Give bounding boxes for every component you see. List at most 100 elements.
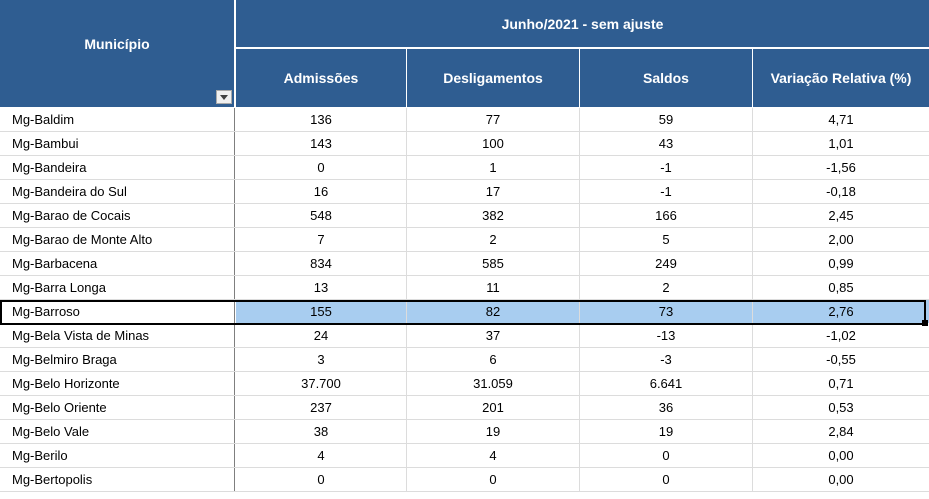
cell-desligamentos[interactable]: 0 <box>407 468 580 491</box>
cell-admissoes[interactable]: 24 <box>236 324 407 347</box>
cell-saldos[interactable]: 36 <box>580 396 753 419</box>
cell-municipio[interactable]: Mg-Belmiro Braga <box>0 348 235 371</box>
cell-municipio[interactable]: Mg-Barao de Monte Alto <box>0 228 235 251</box>
cell-saldos[interactable]: 166 <box>580 204 753 227</box>
cell-variacao[interactable]: 0,00 <box>828 448 854 463</box>
filter-dropdown-icon[interactable] <box>216 90 232 104</box>
table-row[interactable]: Mg-Belo Oriente 237 201 36 0,53 <box>0 396 929 420</box>
cell-desligamentos[interactable]: 17 <box>407 180 580 203</box>
cell-saldos[interactable]: 43 <box>580 132 753 155</box>
cell-admissoes[interactable]: 136 <box>236 108 407 131</box>
cell-saldos[interactable]: 0 <box>580 444 753 467</box>
cell-municipio[interactable]: Mg-Bela Vista de Minas <box>0 324 235 347</box>
cell-variacao[interactable]: -0,18 <box>826 184 856 199</box>
cell-desligamentos[interactable]: 6 <box>407 348 580 371</box>
cell-desligamentos[interactable]: 11 <box>407 276 580 299</box>
cell-admissoes[interactable]: 0 <box>236 156 407 179</box>
cell-variacao[interactable]: 0,99 <box>828 256 854 271</box>
cell-desligamentos[interactable]: 37 <box>407 324 580 347</box>
cell-desligamentos[interactable]: 2 <box>407 228 580 251</box>
cell-variacao[interactable]: -1,56 <box>826 160 856 175</box>
cell-saldos[interactable]: -3 <box>580 348 753 371</box>
cell-desligamentos[interactable]: 4 <box>407 444 580 467</box>
cell-municipio[interactable]: Mg-Belo Horizonte <box>0 372 235 395</box>
cell-admissoes[interactable]: 548 <box>236 204 407 227</box>
cell-desligamentos[interactable]: 77 <box>407 108 580 131</box>
table-row[interactable]: Mg-Belmiro Braga 3 6 -3 -0,55 <box>0 348 929 372</box>
cell-municipio[interactable]: Mg-Barao de Cocais <box>0 204 235 227</box>
cell-admissoes[interactable]: 237 <box>236 396 407 419</box>
header-admissoes[interactable]: Admissões <box>236 49 407 107</box>
cell-desligamentos[interactable]: 1 <box>407 156 580 179</box>
cell-variacao[interactable]: 2,00 <box>828 232 854 247</box>
table-row[interactable]: Mg-Barao de Monte Alto 7 2 5 2,00 <box>0 228 929 252</box>
table-row[interactable]: Mg-Baldim 136 77 59 4,71 <box>0 108 929 132</box>
cell-admissoes[interactable]: 3 <box>236 348 407 371</box>
cell-saldos[interactable]: -1 <box>580 156 753 179</box>
table-row[interactable]: Mg-Belo Vale 38 19 19 2,84 <box>0 420 929 444</box>
cell-desligamentos[interactable]: 31.059 <box>407 372 580 395</box>
cell-admissoes[interactable]: 16 <box>236 180 407 203</box>
cell-municipio[interactable]: Mg-Bandeira <box>0 156 235 179</box>
cell-admissoes[interactable]: 37.700 <box>236 372 407 395</box>
cell-variacao[interactable]: 0,85 <box>828 280 854 295</box>
cell-municipio[interactable]: Mg-Barroso <box>0 300 235 323</box>
cell-admissoes[interactable]: 38 <box>236 420 407 443</box>
cell-municipio[interactable]: Mg-Barbacena <box>0 252 235 275</box>
cell-admissoes[interactable]: 0 <box>236 468 407 491</box>
cell-admissoes[interactable]: 13 <box>236 276 407 299</box>
cell-desligamentos[interactable]: 82 <box>407 300 580 323</box>
table-row[interactable]: Mg-Belo Horizonte 37.700 31.059 6.641 0,71 <box>0 372 929 396</box>
cell-variacao[interactable]: 4,71 <box>828 112 854 127</box>
cell-saldos[interactable]: 0 <box>580 468 753 491</box>
cell-desligamentos[interactable]: 100 <box>407 132 580 155</box>
cell-desligamentos[interactable]: 201 <box>407 396 580 419</box>
cell-variacao[interactable]: 0,53 <box>828 400 854 415</box>
cell-municipio[interactable]: Mg-Barra Longa <box>0 276 235 299</box>
cell-saldos[interactable]: 5 <box>580 228 753 251</box>
cell-municipio[interactable]: Mg-Berilo <box>0 444 235 467</box>
cell-saldos[interactable]: 249 <box>580 252 753 275</box>
cell-variacao[interactable]: 2,84 <box>828 424 854 439</box>
table-row[interactable]: Mg-Bertopolis 0 0 0 0,00 <box>0 468 929 492</box>
cell-admissoes[interactable]: 834 <box>236 252 407 275</box>
cell-variacao[interactable]: 0,71 <box>828 376 854 391</box>
header-municipio[interactable]: Município <box>0 0 235 107</box>
cell-municipio[interactable]: Mg-Baldim <box>0 108 235 131</box>
fill-handle[interactable] <box>922 320 928 326</box>
table-row[interactable]: Mg-Bambui 143 100 43 1,01 <box>0 132 929 156</box>
table-row[interactable]: Mg-Berilo 4 4 0 0,00 <box>0 444 929 468</box>
cell-saldos[interactable]: 2 <box>580 276 753 299</box>
table-row[interactable]: Mg-Bandeira 0 1 -1 -1,56 <box>0 156 929 180</box>
cell-admissoes[interactable]: 155 <box>236 300 407 323</box>
table-row[interactable]: Mg-Barroso 155 82 73 2,76 <box>0 300 929 324</box>
cell-saldos[interactable]: -13 <box>580 324 753 347</box>
header-saldos[interactable]: Saldos <box>580 49 753 107</box>
table-row[interactable]: Mg-Barao de Cocais 548 382 166 2,45 <box>0 204 929 228</box>
cell-municipio[interactable]: Mg-Belo Vale <box>0 420 235 443</box>
cell-municipio[interactable]: Mg-Bertopolis <box>0 468 235 491</box>
table-row[interactable]: Mg-Barra Longa 13 11 2 0,85 <box>0 276 929 300</box>
cell-municipio[interactable]: Mg-Bambui <box>0 132 235 155</box>
cell-saldos[interactable]: 19 <box>580 420 753 443</box>
cell-municipio[interactable]: Mg-Bandeira do Sul <box>0 180 235 203</box>
cell-variacao[interactable]: -0,55 <box>826 352 856 367</box>
cell-municipio[interactable]: Mg-Belo Oriente <box>0 396 235 419</box>
cell-variacao[interactable]: 0,00 <box>828 472 854 487</box>
cell-desligamentos[interactable]: 585 <box>407 252 580 275</box>
table-row[interactable]: Mg-Bandeira do Sul 16 17 -1 -0,18 <box>0 180 929 204</box>
cell-saldos[interactable]: 73 <box>580 300 753 323</box>
table-row[interactable]: Mg-Bela Vista de Minas 24 37 -13 -1,02 <box>0 324 929 348</box>
cell-saldos[interactable]: -1 <box>580 180 753 203</box>
cell-saldos[interactable]: 6.641 <box>580 372 753 395</box>
cell-variacao[interactable]: 1,01 <box>828 136 854 151</box>
header-desligamentos[interactable]: Desligamentos <box>407 49 580 107</box>
header-variacao[interactable]: Variação Relativa (%) <box>753 49 929 107</box>
cell-saldos[interactable]: 59 <box>580 108 753 131</box>
cell-desligamentos[interactable]: 382 <box>407 204 580 227</box>
cell-admissoes[interactable]: 7 <box>236 228 407 251</box>
cell-admissoes[interactable]: 4 <box>236 444 407 467</box>
cell-variacao[interactable]: 2,45 <box>828 208 854 223</box>
cell-desligamentos[interactable]: 19 <box>407 420 580 443</box>
cell-variacao[interactable]: -1,02 <box>826 328 856 343</box>
